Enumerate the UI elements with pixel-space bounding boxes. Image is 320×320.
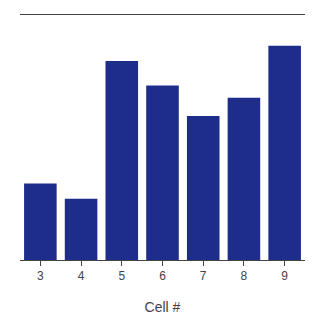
svg-text:6: 6 [159,269,166,283]
svg-text:7: 7 [200,269,207,283]
svg-text:Cell #: Cell # [145,299,181,315]
svg-text:4: 4 [78,269,85,283]
svg-text:5: 5 [118,269,125,283]
svg-text:8: 8 [241,269,248,283]
svg-text:9: 9 [281,269,288,283]
svg-text:3: 3 [37,269,44,283]
